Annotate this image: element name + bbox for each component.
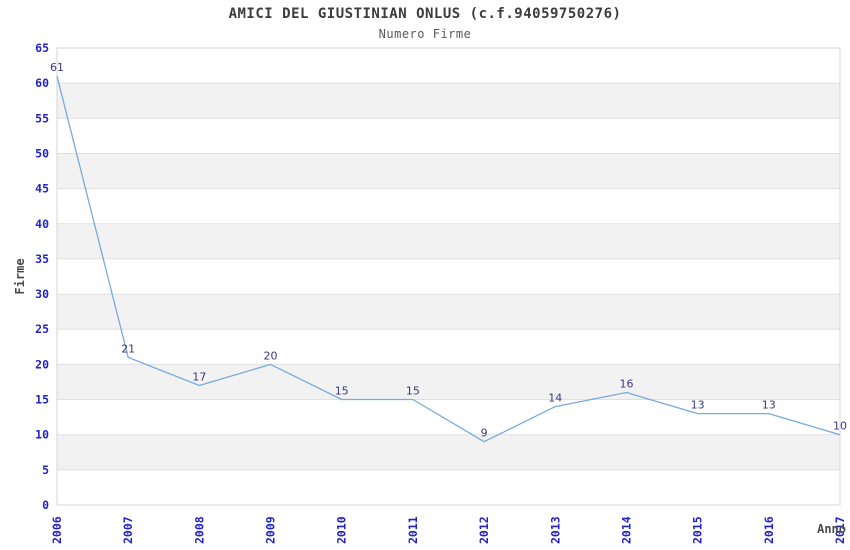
data-point-label: 13 xyxy=(762,399,776,412)
x-tick-label: 2015 xyxy=(691,516,705,544)
data-point-label: 16 xyxy=(620,378,634,391)
data-point-label: 10 xyxy=(833,420,847,433)
x-tick-label: 2008 xyxy=(192,516,206,544)
x-tick-label: 2011 xyxy=(406,516,420,544)
y-tick-label: 55 xyxy=(35,111,49,125)
plot-border xyxy=(56,47,841,506)
data-point-label: 15 xyxy=(406,385,420,398)
y-tick-label: 25 xyxy=(35,322,49,336)
data-point-label: 9 xyxy=(481,427,488,440)
data-point-label: 21 xyxy=(121,342,135,355)
plot-band xyxy=(57,83,840,119)
data-point-label: 61 xyxy=(50,61,64,74)
plot-band xyxy=(57,294,840,330)
data-point-label: 15 xyxy=(335,385,349,398)
y-tick-label: 45 xyxy=(35,182,49,196)
y-tick-label: 35 xyxy=(35,252,49,266)
y-tick-label: 15 xyxy=(35,393,49,407)
y-tick-label: 20 xyxy=(35,357,49,371)
y-tick-label: 60 xyxy=(35,76,49,90)
y-tick-label: 10 xyxy=(35,428,49,442)
y-tick-label: 65 xyxy=(35,41,49,55)
y-axis-label: Firme xyxy=(13,258,27,294)
x-tick-label: 2016 xyxy=(762,516,776,544)
plot-band xyxy=(57,434,840,470)
x-tick-label: 2009 xyxy=(264,516,278,544)
x-tick-label: 2012 xyxy=(477,516,491,544)
data-point-label: 17 xyxy=(192,371,206,384)
chart-subtitle: Numero Firme xyxy=(378,27,472,41)
y-tick-label: 0 xyxy=(42,498,49,512)
x-tick-label: 2017 xyxy=(833,516,847,544)
y-tick-label: 30 xyxy=(35,287,49,301)
data-point-label: 13 xyxy=(691,399,705,412)
x-tick-label: 2007 xyxy=(121,516,135,544)
x-tick-label: 2014 xyxy=(619,516,633,544)
x-axis-label: Anno xyxy=(817,522,846,536)
plot-band xyxy=(57,153,840,189)
data-line xyxy=(56,75,841,443)
data-point-label: 20 xyxy=(264,349,278,362)
chart-title: AMICI DEL GIUSTINIAN ONLUS (c.f.94059750… xyxy=(228,6,622,22)
x-tick-label: 2006 xyxy=(50,516,64,544)
plot-band xyxy=(57,223,840,259)
x-tick-label: 2010 xyxy=(335,516,349,544)
data-point-label: 14 xyxy=(548,392,562,405)
y-tick-label: 40 xyxy=(35,217,49,231)
plot-band xyxy=(57,364,840,400)
x-tick-label: 2013 xyxy=(548,516,562,544)
y-tick-label: 50 xyxy=(35,146,49,160)
y-tick-label: 5 xyxy=(42,463,49,477)
